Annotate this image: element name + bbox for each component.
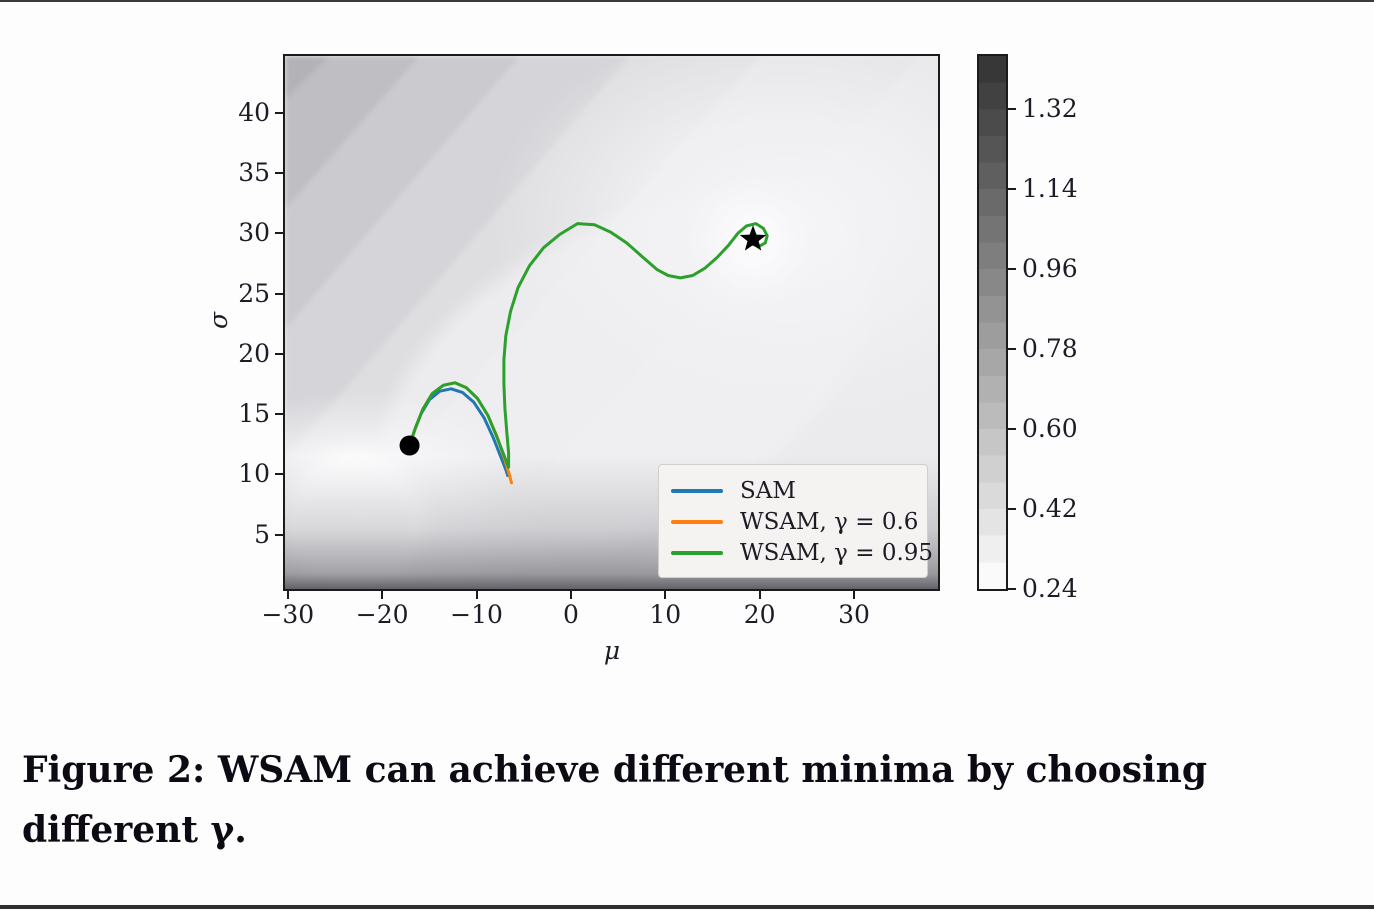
colorbar-tick [1008, 508, 1016, 511]
y-axis-tick [275, 413, 283, 416]
x-axis-tick [664, 591, 667, 599]
contour-background [285, 56, 938, 589]
x-axis-tick [569, 591, 572, 599]
legend-entry: SAM [671, 475, 927, 506]
x-axis-tick-label: −10 [450, 600, 503, 629]
legend-entry: WSAM, γ = 0.6 [671, 506, 927, 537]
figure-caption: Figure 2: WSAM can achieve different min… [22, 740, 1358, 860]
colorbar-tick [1008, 348, 1016, 351]
y-axis-tick [275, 232, 283, 235]
trajectory-markers [399, 225, 767, 456]
y-axis-tick-label: 15 [238, 399, 270, 429]
screenshot-bottom-border [0, 905, 1374, 909]
colorbar-tick-label: 0.96 [1022, 254, 1078, 284]
y-axis-label: σ [204, 311, 234, 330]
y-axis-tick-label: 30 [238, 218, 270, 248]
x-axis-label: μ [603, 636, 621, 665]
colorbar-tick [1008, 188, 1016, 191]
y-axis-tick [275, 171, 283, 174]
legend-line-swatch [671, 488, 723, 493]
x-axis-tick [758, 591, 761, 599]
colorbar-tick-label: 1.14 [1022, 174, 1078, 204]
colorbar-tick-label: 0.78 [1022, 334, 1078, 364]
x-axis-tick [381, 591, 384, 599]
legend-entry-label: WSAM, γ = 0.6 [740, 508, 919, 535]
x-axis-tick-label: 0 [562, 600, 579, 629]
y-axis-tick [275, 111, 283, 114]
trajectories [408, 222, 769, 485]
legend-entry-label: WSAM, γ = 0.95 [740, 539, 934, 566]
colorbar-tick-label: 0.24 [1022, 574, 1078, 603]
y-axis-tick-label: 5 [254, 519, 270, 549]
y-axis-tick [275, 473, 283, 476]
figure-caption-line1: Figure 2: WSAM can achieve different min… [22, 749, 1208, 791]
colorbar-tick [1008, 108, 1016, 111]
x-axis-tick-label: 30 [838, 600, 870, 629]
x-axis-tick-label: −30 [261, 600, 315, 629]
y-axis-tick-label: 35 [238, 157, 270, 187]
y-axis-tick-label: 10 [238, 459, 270, 489]
x-axis-tick-label: 20 [743, 600, 776, 629]
contour-plot-canvas [285, 56, 938, 589]
colorbar [977, 54, 1008, 591]
legend-entry: WSAM, γ = 0.95 [671, 537, 933, 568]
x-axis-tick [286, 591, 289, 599]
legend: SAM WSAM, γ = 0.6 WSAM, γ = 0.95 [658, 464, 933, 578]
legend-line-swatch [671, 519, 723, 524]
screenshot-top-border [0, 0, 1374, 2]
y-axis-tick-label: 20 [238, 338, 270, 368]
x-axis-tick-label: 10 [649, 600, 682, 629]
colorbar-tick [1008, 428, 1016, 431]
trajectory-wsam-0.95 [408, 222, 769, 469]
colorbar-tick [1008, 588, 1016, 590]
x-axis-tick [475, 591, 478, 599]
legend-entry-label: SAM [740, 477, 796, 504]
y-axis-tick-label: 25 [238, 278, 270, 308]
start-point-marker [399, 435, 420, 456]
y-axis-tick [275, 292, 283, 295]
legend-line-swatch [671, 550, 723, 555]
figure-caption-line2: different γ. [22, 809, 247, 851]
colorbar-tick-label: 0.60 [1022, 414, 1078, 444]
colorbar-tick-label: 0.42 [1022, 494, 1078, 524]
colorbar-tick [1008, 268, 1016, 271]
end-star-marker [739, 225, 767, 251]
y-axis-tick [275, 533, 283, 536]
contour-plot-area: SAM WSAM, γ = 0.6 WSAM, γ = 0.95 [283, 54, 940, 591]
colorbar-tick-label: 1.32 [1022, 94, 1078, 124]
y-axis-tick [275, 352, 283, 355]
x-axis-tick-label: −20 [355, 600, 409, 629]
y-axis-tick-label: 40 [238, 97, 270, 127]
x-axis-tick [853, 591, 856, 599]
